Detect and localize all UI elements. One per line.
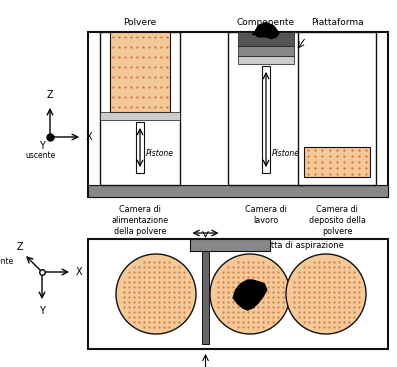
Text: Z: Z — [47, 90, 53, 100]
Bar — [100, 32, 180, 185]
Bar — [136, 122, 144, 173]
Polygon shape — [253, 22, 279, 39]
Bar — [238, 56, 294, 64]
Circle shape — [116, 254, 196, 334]
Text: Z: Z — [17, 242, 23, 252]
Bar — [304, 147, 370, 177]
Text: Piattaforma: Piattaforma — [311, 18, 363, 27]
Polygon shape — [233, 280, 267, 310]
Bar — [238, 46, 294, 56]
Bar — [110, 32, 170, 112]
Text: uscente: uscente — [25, 151, 55, 160]
Bar — [245, 300, 255, 308]
Bar — [228, 32, 304, 185]
Text: Camera di
lavoro: Camera di lavoro — [245, 205, 287, 225]
Circle shape — [286, 254, 366, 334]
Bar — [298, 32, 376, 185]
Bar — [262, 66, 270, 173]
Text: Camera di
alimentazione
della polvere: Camera di alimentazione della polvere — [112, 205, 169, 236]
Bar — [88, 32, 388, 197]
Bar — [238, 32, 294, 46]
Text: uscente: uscente — [0, 258, 14, 266]
Circle shape — [210, 254, 290, 334]
Text: X: X — [76, 267, 83, 277]
Bar — [190, 239, 270, 251]
Bar — [100, 112, 180, 120]
Text: Camera di
deposito della
polvere: Camera di deposito della polvere — [308, 205, 365, 236]
Text: Y: Y — [39, 141, 45, 151]
Text: Componente: Componente — [237, 18, 295, 27]
Bar — [88, 185, 388, 197]
Bar — [88, 239, 388, 349]
Text: Pistone: Pistone — [146, 149, 174, 157]
Text: Y: Y — [39, 306, 45, 316]
Text: Bocchetta di aspirazione: Bocchetta di aspirazione — [240, 241, 344, 250]
Text: Polvere: Polvere — [123, 18, 157, 27]
Text: X: X — [86, 132, 93, 142]
Bar — [202, 239, 209, 344]
Text: Pistone: Pistone — [272, 149, 300, 157]
